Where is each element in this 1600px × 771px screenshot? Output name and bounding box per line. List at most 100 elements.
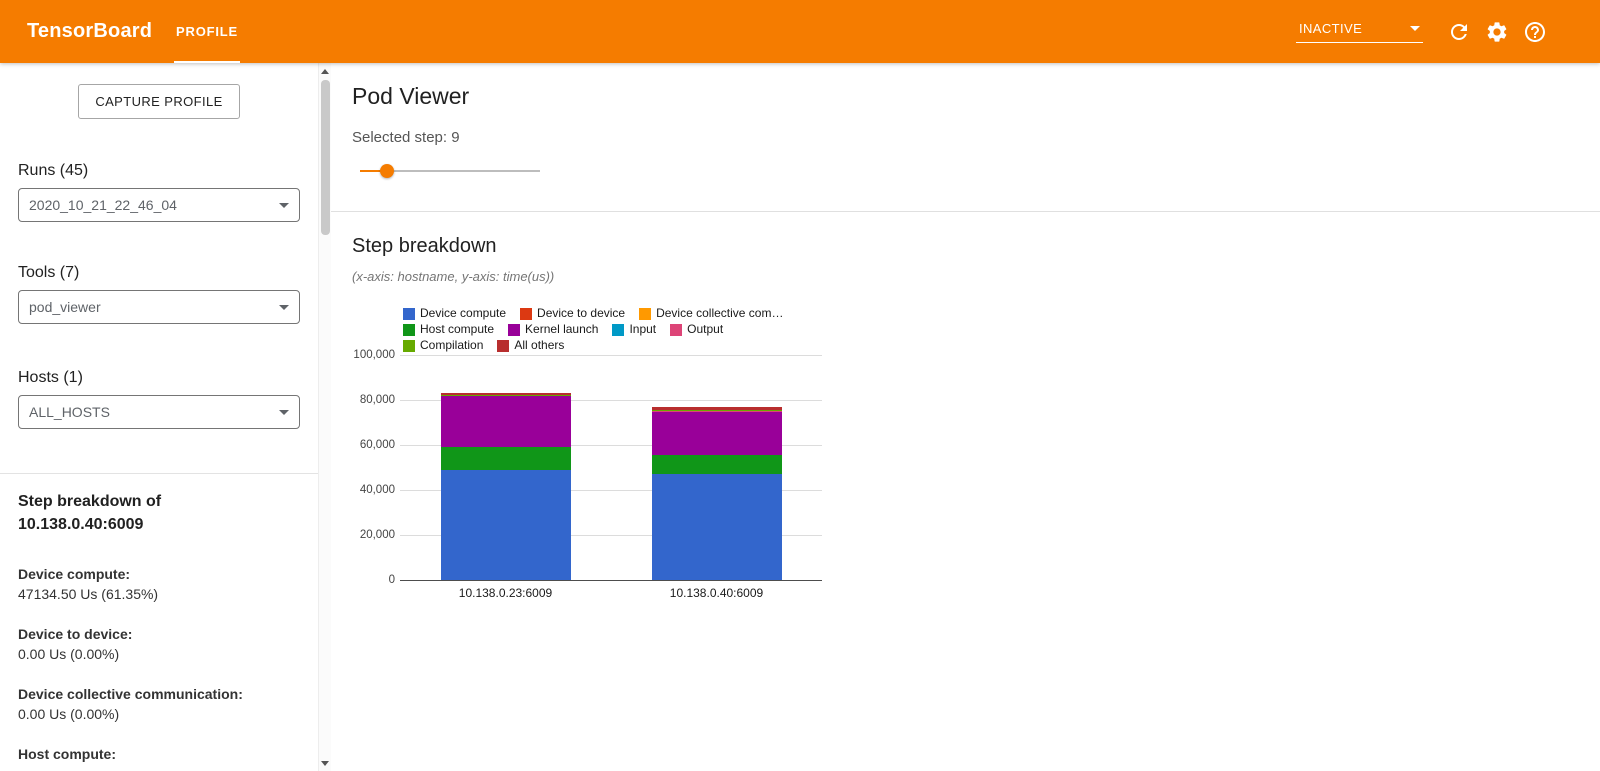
step-breakdown-chart: Device compute Device to device Device col…: [352, 305, 832, 617]
slider-thumb[interactable]: [380, 164, 394, 178]
legend-item: Host compute: [403, 323, 494, 336]
breakdown-title: Step breakdown of 10.138.0.40:6009: [18, 490, 300, 536]
status-dropdown[interactable]: INACTIVE: [1296, 21, 1423, 43]
step-slider[interactable]: [360, 163, 540, 179]
breakdown-title-line2: 10.138.0.40:6009: [18, 516, 144, 533]
hosts-label: Hosts (1): [18, 369, 83, 386]
legend-row: Device compute Device to device Device col…: [403, 307, 797, 320]
app-title: TensorBoard: [27, 20, 153, 42]
stat-device-collective: Device collective communication: 0.00 Us…: [18, 686, 300, 723]
hosts-select-value: ALL_HOSTS: [29, 404, 110, 420]
hosts-select[interactable]: ALL_HOSTS: [18, 395, 300, 429]
legend-item: Device to device: [520, 307, 625, 320]
legend-label: All others: [514, 338, 565, 352]
main-content: Pod Viewer Selected step: 9 Step breakdo…: [331, 63, 1600, 771]
selected-step-label: Selected step: 9: [352, 129, 460, 146]
help-icon[interactable]: [1523, 20, 1547, 44]
scrollbar-thumb[interactable]: [321, 80, 330, 235]
legend-item: All others: [497, 339, 564, 352]
y-axis-tick: 40,000: [359, 484, 395, 496]
chevron-down-icon: [1410, 25, 1420, 31]
header-controls: INACTIVE: [1296, 0, 1547, 63]
legend-swatch: [403, 323, 415, 336]
legend-swatch: [639, 307, 652, 320]
breakdown-stats: Device compute: 47134.50 Us (61.35%) Dev…: [18, 566, 300, 763]
legend-swatch: [508, 323, 521, 336]
stat-device-compute: Device compute: 47134.50 Us (61.35%): [18, 566, 300, 603]
bar-segment: [651, 407, 782, 410]
sidebar-scrollbar[interactable]: [318, 63, 331, 771]
stat-value: 47134.50 Us (61.35%): [18, 586, 159, 602]
bar-segment: [440, 394, 571, 396]
bar-segment: [651, 411, 782, 455]
chart-legend: Device compute Device to device Device col…: [403, 307, 797, 355]
legend-swatch: [403, 307, 415, 320]
refresh-icon[interactable]: [1447, 20, 1471, 44]
capture-profile-button[interactable]: CAPTURE PROFILE: [78, 84, 240, 119]
bar-segment: [440, 446, 571, 470]
sidebar: CAPTURE PROFILE Runs (45) 2020_10_21_22_…: [0, 63, 318, 771]
tools-select-value: pod_viewer: [29, 299, 101, 315]
gridline: [400, 355, 822, 356]
stat-label: Device compute:: [18, 566, 131, 582]
chart-plot: 0 20,000 40,000 60,000 80,000 100,000 10.138.0…: [352, 305, 832, 617]
runs-select-value: 2020_10_21_22_46_04: [29, 197, 177, 213]
app-header: TensorBoard PROFILE INACTIVE: [0, 0, 1600, 63]
legend-label: Kernel launch: [525, 322, 599, 336]
y-axis-tick: 0: [388, 574, 395, 586]
slider-track[interactable]: [360, 170, 540, 172]
tools-select[interactable]: pod_viewer: [18, 290, 300, 324]
tab-profile[interactable]: PROFILE: [168, 0, 246, 63]
y-axis-tick: 100,000: [353, 349, 395, 361]
legend-label: Host compute: [420, 322, 495, 336]
section-title: Step breakdown: [352, 235, 497, 257]
legend-swatch: [520, 307, 533, 320]
chevron-down-icon: [279, 202, 289, 208]
y-axis-tick: 60,000: [359, 439, 395, 451]
stat-device-to-device: Device to device: 0.00 Us (0.00%): [18, 626, 300, 663]
runs-select[interactable]: 2020_10_21_22_46_04: [18, 188, 300, 222]
x-axis-label: 10.138.0.40:6009: [669, 586, 764, 600]
legend-row: Compilation All others: [403, 339, 797, 352]
legend-swatch: [403, 339, 415, 352]
bar-segment: [440, 392, 571, 395]
bar-segment: [440, 469, 571, 580]
scroll-up-arrow-icon[interactable]: [319, 64, 331, 78]
y-axis-tick: 80,000: [359, 394, 395, 406]
scroll-down-arrow-icon[interactable]: [319, 756, 331, 770]
stat-label: Device collective communication:: [18, 686, 243, 702]
gridline: [400, 490, 822, 491]
bar-segment: [651, 454, 782, 474]
breakdown-title-line1: Step breakdown of: [18, 493, 162, 510]
page-title: Pod Viewer: [352, 83, 470, 109]
stat-label: Host compute:: [18, 746, 116, 762]
legend-item: Kernel launch: [508, 323, 598, 336]
legend-label: Output: [687, 322, 724, 336]
stat-value: 0.00 Us (0.00%): [18, 706, 120, 722]
legend-item: Output: [670, 323, 723, 336]
legend-swatch: [612, 323, 625, 336]
gridline: [400, 400, 822, 401]
gridline: [400, 445, 822, 446]
chevron-down-icon: [279, 304, 289, 310]
section-divider: [331, 211, 1600, 212]
x-axis-baseline: [400, 580, 822, 581]
legend-item: Device collective com…: [639, 307, 783, 320]
stat-label: Device to device:: [18, 626, 133, 642]
stat-value: 0.00 Us (0.00%): [18, 646, 120, 662]
runs-label: Runs (45): [18, 162, 89, 179]
legend-swatch: [497, 339, 510, 352]
legend-label: Device collective com…: [656, 306, 784, 320]
stat-host-compute: Host compute:: [18, 746, 300, 763]
legend-label: Compilation: [420, 338, 484, 352]
legend-label: Input: [629, 322, 657, 336]
bar-segment: [651, 473, 782, 580]
settings-icon[interactable]: [1485, 20, 1509, 44]
status-dropdown-value: INACTIVE: [1299, 20, 1363, 36]
legend-label: Device to device: [537, 306, 626, 320]
legend-item: Input: [612, 323, 656, 336]
bar-segment: [440, 395, 571, 447]
legend-label: Device compute: [420, 306, 507, 320]
legend-item: Compilation: [403, 339, 483, 352]
